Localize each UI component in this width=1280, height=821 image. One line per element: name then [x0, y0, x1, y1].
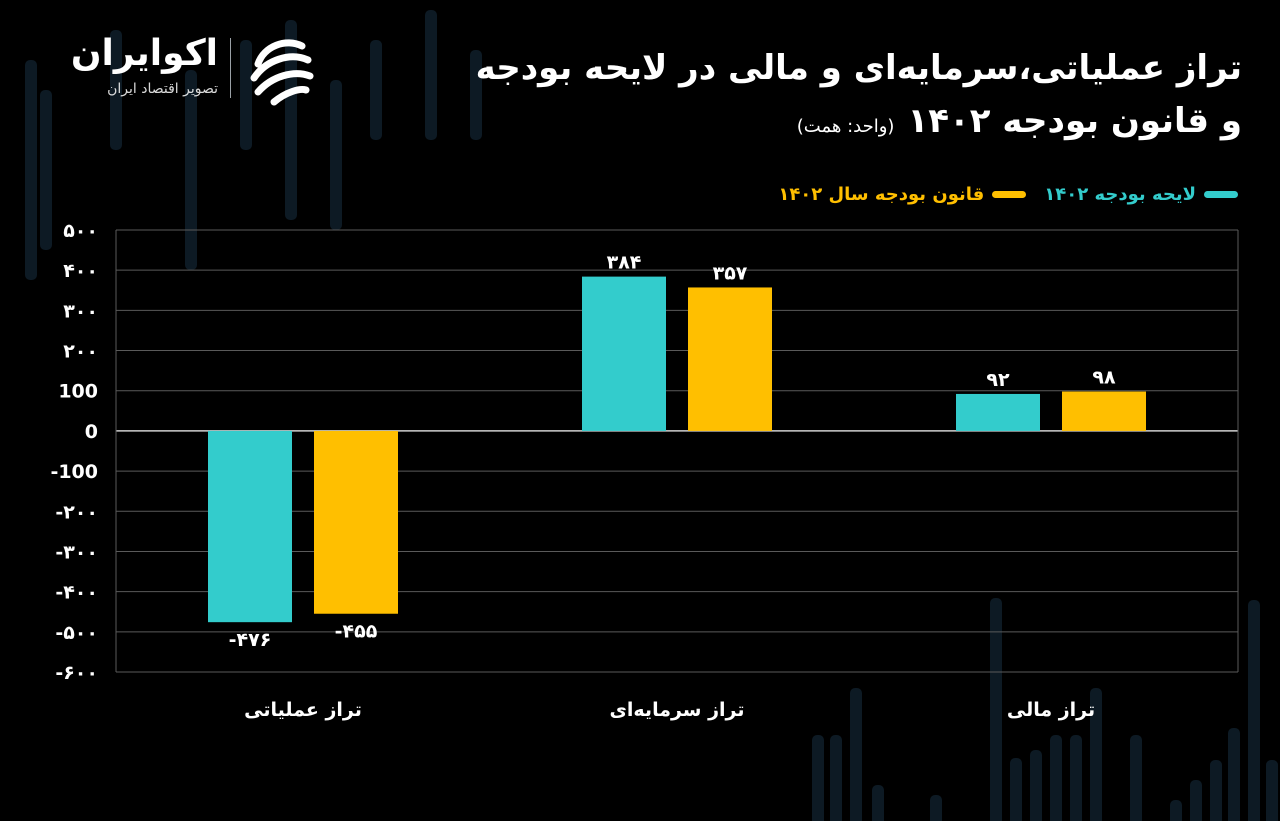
- data-label: ۹۸: [1092, 367, 1116, 389]
- background-bar-bottom-12: [1170, 800, 1182, 821]
- title-line-2-text: و قانون بودجه ۱۴۰۲: [907, 101, 1242, 141]
- background-bar-bottom-11: [1130, 735, 1142, 821]
- bar-law: [688, 287, 772, 431]
- background-bar-bottom-3: [872, 785, 884, 821]
- chart-title: تراز عملیاتی،سرمایه‌ای و مالی در لایحه ب…: [476, 40, 1242, 152]
- category-label: تراز عملیاتی: [244, 699, 362, 721]
- background-bar-top-8: [425, 10, 437, 140]
- background-bar-bottom-6: [1010, 758, 1022, 821]
- background-bar-top-1: [40, 90, 52, 250]
- data-label: -۴۵۵: [335, 621, 378, 643]
- data-label: ۳۵۷: [713, 262, 748, 284]
- y-tick-label: -۳۰۰: [55, 541, 98, 563]
- background-bar-top-6: [330, 80, 342, 230]
- y-tick-label: 100: [58, 381, 98, 403]
- logo-tagline: تصویر اقتصاد ایران: [107, 81, 218, 97]
- category-label: تراز سرمایه‌ای: [609, 699, 744, 721]
- bar-law: [1062, 391, 1146, 431]
- background-bar-bottom-8: [1050, 735, 1062, 821]
- logo-name: اکوایران: [70, 33, 218, 74]
- legend: لایحه بودجه ۱۴۰۲ قانون بودجه سال ۱۴۰۲: [778, 184, 1238, 205]
- background-bar-bottom-14: [1210, 760, 1222, 821]
- background-bar-bottom-16: [1248, 600, 1260, 821]
- background-bar-bottom-17: [1266, 760, 1278, 821]
- logo-divider: [230, 38, 231, 98]
- title-line-2: و قانون بودجه ۱۴۰۲ (واحد: همت): [476, 96, 1242, 152]
- background-bar-bottom-4: [930, 795, 942, 821]
- unit-label: (واحد: همت): [796, 116, 895, 137]
- y-tick-label: -۴۰۰: [55, 582, 98, 604]
- data-label: ۹۲: [986, 369, 1010, 391]
- logo: اکوایران تصویر اقتصاد ایران: [48, 30, 318, 110]
- background-bar-top-2: [110, 30, 122, 150]
- background-bar-bottom-9: [1070, 735, 1082, 821]
- y-tick-label: ۲۰۰: [63, 341, 98, 363]
- background-bar-bottom-1: [830, 735, 842, 821]
- bar-bill: [208, 430, 292, 623]
- background-bar-bottom-7: [1030, 750, 1042, 821]
- background-bar-top-7: [370, 40, 382, 140]
- legend-swatch-law: [992, 191, 1027, 198]
- background-bar-top-4: [240, 40, 252, 150]
- y-tick-label: -۲۰۰: [55, 501, 98, 523]
- bar-law: [314, 430, 398, 614]
- background-bar-bottom-2: [850, 688, 862, 821]
- y-tick-label: -100: [50, 461, 98, 483]
- y-tick-label: 0: [85, 421, 98, 443]
- bar-bill: [582, 276, 666, 431]
- legend-label-law: قانون بودجه سال ۱۴۰۲: [778, 184, 985, 205]
- ecoiran-logo-icon: [250, 39, 314, 106]
- background-bar-bottom-13: [1190, 780, 1202, 821]
- background-bar-top-3: [185, 70, 197, 270]
- data-label: -۴۷۶: [229, 629, 272, 651]
- background-bar-bottom-0: [812, 735, 824, 821]
- background-bar-top-0: [25, 60, 37, 280]
- legend-item-law: قانون بودجه سال ۱۴۰۲: [778, 184, 1027, 205]
- y-tick-label: -۶۰۰: [55, 662, 98, 684]
- bar-bill: [956, 393, 1040, 431]
- background-bar-bottom-15: [1228, 728, 1240, 821]
- y-tick-label: ۵۰۰: [63, 220, 98, 242]
- legend-item-bill: لایحه بودجه ۱۴۰۲: [1044, 184, 1238, 205]
- title-line-1: تراز عملیاتی،سرمایه‌ای و مالی در لایحه ب…: [475, 48, 1242, 88]
- background-bar-bottom-10: [1090, 688, 1102, 821]
- legend-label-bill: لایحه بودجه ۱۴۰۲: [1044, 184, 1196, 205]
- logo-text: اکوایران تصویر اقتصاد ایران: [48, 30, 218, 100]
- background-bar-top-9: [470, 50, 482, 140]
- background-bar-top-5: [285, 20, 297, 220]
- y-tick-label: ۴۰۰: [63, 260, 98, 282]
- background-bar-bottom-tall: [990, 598, 1002, 821]
- y-tick-label: -۵۰۰: [55, 622, 98, 644]
- category-label: تراز مالی: [1007, 699, 1095, 721]
- y-tick-label: ۳۰۰: [63, 300, 98, 322]
- legend-swatch-bill: [1204, 191, 1238, 198]
- data-label: ۳۸۴: [607, 252, 642, 274]
